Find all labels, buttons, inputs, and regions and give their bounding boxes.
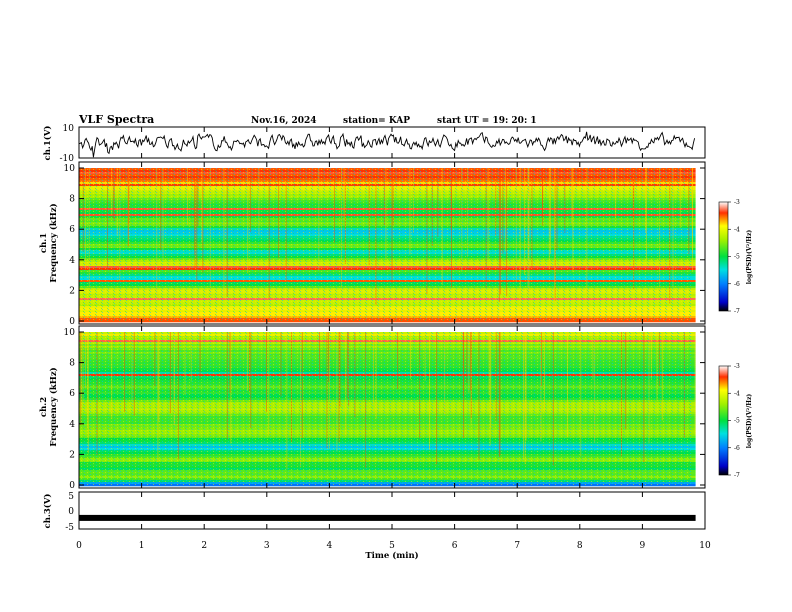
ch2-colorbar: -3 -4 -5 -6 -7 — [718, 363, 740, 479]
ch1-colorbar-tick-label-4: -7 — [734, 308, 740, 315]
ch3-ytick-top: 5 — [68, 492, 74, 502]
time-axis: 0 1 2 3 4 5 6 7 8 9 10 — [76, 127, 711, 551]
xtick-label-5: 5 — [389, 541, 395, 551]
ch1-waveform-trace — [78, 131, 696, 158]
ch2-colorbar-gradient — [718, 365, 729, 476]
ch2-colorbar-tick-label-3: -6 — [734, 445, 740, 452]
header-start-time: start UT = 19: 20: 1 — [437, 116, 537, 126]
ch2-spectrogram-texture — [79, 332, 692, 485]
ch1-colorbar-tick-label-1: -4 — [734, 226, 740, 233]
ch2-spectrogram-yticks: 0 2 4 6 8 10 — [64, 328, 705, 491]
header-station: station= KAP — [343, 116, 410, 126]
xtick-label-6: 6 — [452, 541, 458, 551]
ch1-ytick-bottom: -10 — [60, 154, 75, 164]
header-date: Nov.16, 2024 — [251, 116, 317, 126]
ch1-spec-ytick-label-3: 6 — [69, 225, 75, 235]
ch1-waveform-ylabel: ch.1(V) — [42, 126, 53, 161]
xtick-label-1: 1 — [139, 541, 145, 551]
ch2-spec-ytick-label-5: 10 — [64, 328, 76, 338]
xtick-label-7: 7 — [514, 541, 520, 551]
ch1-spec-sferic-21 — [691, 168, 693, 253]
ch1-spectrogram-panel: 0 2 4 6 8 10 ch.1 Frequency (kHz) — [39, 161, 706, 327]
xtick-label-9: 9 — [640, 541, 646, 551]
ch1-colorbar-tick-label-2: -5 — [734, 254, 740, 261]
ch1-spec-ytick-label-2: 4 — [69, 256, 75, 266]
ch3-ytick-middle: 0 — [68, 507, 74, 517]
ch1-colorbar-tick-label-0: -3 — [734, 199, 740, 206]
ch2-spec-sferic-24 — [694, 332, 696, 435]
xtick-label-2: 2 — [201, 541, 207, 551]
ch1-spectrogram-texture — [79, 168, 692, 321]
ch3-ytick-bottom: -5 — [65, 523, 74, 533]
ch2-spec-ytick-label-4: 8 — [69, 359, 75, 369]
ch2-colorbar-label: log(PSD)(V²/Hz) — [746, 394, 753, 449]
ch2-spec-ytick-label-3: 6 — [69, 389, 75, 399]
ch3-waveform-trace — [79, 514, 696, 521]
figure-title: VLF Spectra — [78, 113, 154, 126]
ch1-spectrogram-yticks: 0 2 4 6 8 10 — [64, 164, 705, 327]
ch1-colorbar-tick-label-3: -6 — [734, 281, 740, 288]
xtick-label-0: 0 — [76, 541, 82, 551]
ch1-colorbar: -3 -4 -5 -6 -7 — [718, 199, 740, 315]
xtick-label-3: 3 — [264, 541, 270, 551]
ch1-colorbar-label: log(PSD)(V²/Hz) — [746, 230, 753, 285]
ch2-colorbar-tick-label-4: -7 — [734, 472, 740, 479]
ch1-spec-ytick-label-5: 10 — [64, 164, 76, 174]
ch3-waveform-ylabel: ch.3(V) — [42, 494, 53, 529]
ch1-spec-ytick-label-4: 8 — [69, 195, 75, 205]
ch2-colorbar-tick-label-0: -3 — [734, 363, 740, 370]
ch2-spectrogram-ylabel-frequency: Frequency (kHz) — [48, 367, 59, 446]
ch2-spec-ytick-label-0: 0 — [69, 481, 75, 491]
xtick-label-4: 4 — [327, 541, 333, 551]
ch2-spec-ytick-label-2: 4 — [69, 420, 75, 430]
ch1-spec-ytick-label-0: 0 — [69, 317, 75, 327]
ch2-spec-ytick-label-1: 2 — [69, 450, 75, 460]
ch2-spectrogram-ylabel-channel: ch.2 — [39, 397, 49, 417]
ch1-spec-row-76 — [79, 320, 696, 323]
ch1-spectrogram-ylabel-channel: ch.1 — [39, 233, 49, 253]
time-axis-label: Time (min) — [365, 550, 418, 561]
ch2-colorbar-tick-label-1: -4 — [734, 390, 740, 397]
ch2-colorbar-tick-label-2: -5 — [734, 418, 740, 425]
ch1-ytick-top: 10 — [63, 124, 75, 134]
xtick-label-8: 8 — [577, 541, 583, 551]
ch1-spec-sferic-2 — [692, 168, 693, 272]
ch1-spectrogram-ylabel-frequency: Frequency (kHz) — [48, 203, 59, 282]
ch1-spec-ytick-label-1: 2 — [69, 286, 75, 296]
ch2-spec-row-76 — [79, 484, 696, 487]
xtick-label-10: 10 — [699, 541, 711, 551]
ch1-colorbar-gradient — [718, 201, 729, 312]
ch2-spectrogram-panel: 0 2 4 6 8 10 ch.2 Frequency (kHz) — [39, 325, 706, 491]
ch3-waveform-frame — [78, 491, 706, 530]
